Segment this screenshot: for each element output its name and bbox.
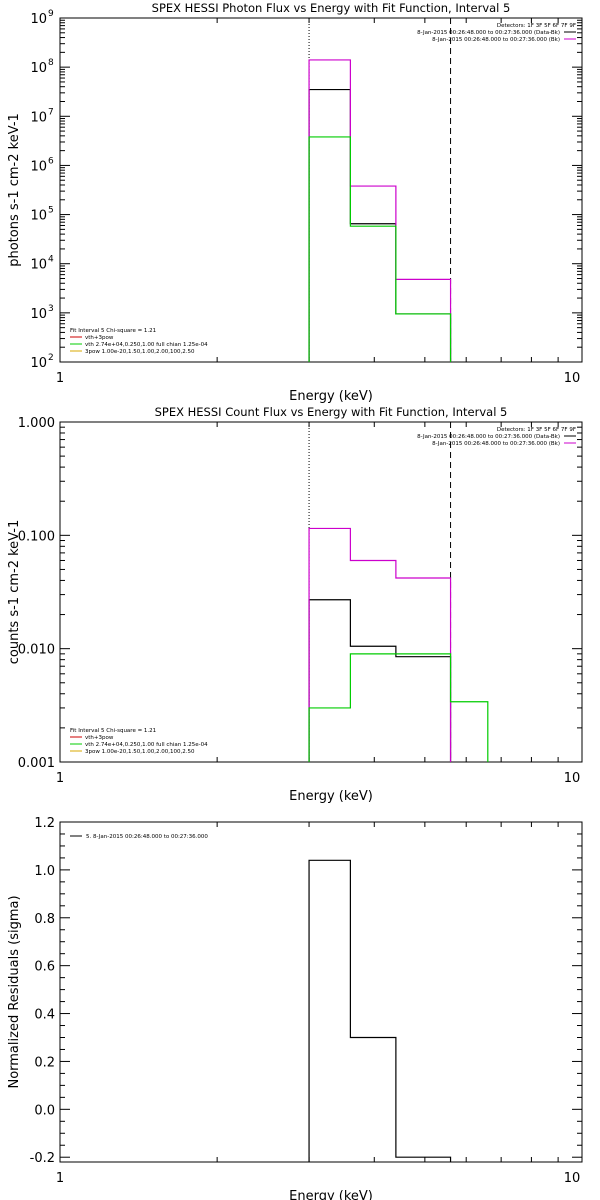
legend-item: 8-Jan-2015 00:26:48.000 to 00:27:36.000 … — [417, 30, 560, 36]
legend-header: Detectors: 1F 3F 5F 6F 7F 9F — [497, 427, 576, 433]
plot-frame — [59, 17, 583, 363]
x-tick-label: 10 — [564, 1171, 581, 1186]
y-tick-exponent: 7 — [48, 107, 54, 117]
y-tick-label: 0.100 — [18, 529, 55, 544]
y-tick-exponent: 2 — [48, 353, 54, 363]
y-tick-exponent: 3 — [48, 304, 54, 314]
y-tick-label: 1.000 — [18, 416, 55, 431]
legend-item: 3pow 1.00e-20,1.50,1.00,2.00,100,2.50 — [85, 749, 195, 755]
y-tick-exponent: 5 — [48, 206, 54, 216]
legend-item: vth+3pow — [85, 335, 114, 341]
series-line — [308, 859, 452, 1162]
legend-item: vth 2.74e+04,0.250,1.00 full chian 1.25e… — [85, 342, 208, 348]
series-line — [308, 136, 452, 362]
y-tick-label: 1.0 — [34, 864, 55, 879]
y-tick-label: 0.4 — [34, 1008, 55, 1023]
y-tick-label: -0.2 — [30, 1151, 55, 1166]
chart-title: SPEX HESSI Count Flux vs Energy with Fit… — [155, 405, 508, 419]
y-tick-exponent: 9 — [48, 9, 54, 19]
legend-item: 5. 8-Jan-2015 00:26:48.000 to 00:27:36.0… — [86, 834, 208, 840]
y-tick-label: 10 — [30, 110, 47, 125]
y-tick-label: 0.010 — [18, 643, 55, 658]
chart-panel-2: SPEX HESSI Count Flux vs Energy with Fit… — [7, 405, 583, 804]
legend-item: 3pow 1.00e-20,1.50,1.00,2.00,100,2.50 — [85, 349, 195, 355]
plot-frame — [59, 421, 583, 763]
x-axis-label: Energy (keV) — [289, 389, 373, 404]
plot-frame — [59, 821, 583, 1163]
y-tick-label: 10 — [30, 258, 47, 273]
y-tick-exponent: 8 — [48, 58, 54, 68]
y-tick-label: 0.0 — [34, 1103, 55, 1118]
legend-item: 8-Jan-2015 00:26:48.000 to 00:27:36.000 … — [417, 434, 560, 440]
x-tick-label: 10 — [564, 371, 581, 386]
legend-item: vth 2.74e+04,0.250,1.00 full chian 1.25e… — [85, 742, 208, 748]
y-tick-label: 10 — [30, 356, 47, 371]
chart-panel-1: SPEX HESSI Photon Flux vs Energy with Fi… — [7, 1, 583, 404]
series-line — [308, 59, 452, 362]
legend-item: 8-Jan-2015 00:26:48.000 to 00:27:36.000 … — [432, 37, 560, 43]
x-tick-label: 1 — [56, 1171, 64, 1186]
y-tick-label: 0.8 — [34, 912, 55, 927]
y-tick-label: 0.2 — [34, 1055, 55, 1070]
y-tick-exponent: 6 — [48, 156, 54, 166]
series-line — [308, 653, 489, 762]
y-tick-label: 0.001 — [18, 756, 55, 771]
x-axis-label: Energy (keV) — [289, 789, 373, 804]
legend-header: Fit Interval 5 Chi-square = 1.21 — [70, 328, 156, 334]
series-line — [308, 599, 452, 762]
y-axis-label: Normalized Residuals (sigma) — [7, 895, 22, 1088]
y-tick-label: 0.6 — [34, 960, 55, 975]
x-tick-label: 10 — [564, 771, 581, 786]
y-tick-label: 10 — [30, 307, 47, 322]
y-tick-exponent: 4 — [48, 255, 54, 265]
y-tick-label: 10 — [30, 61, 47, 76]
y-axis-label: photons s-1 cm-2 keV-1 — [7, 113, 22, 267]
y-tick-label: 10 — [30, 12, 47, 27]
legend-item: 8-Jan-2015 00:26:48.000 to 00:27:36.000 … — [432, 441, 560, 447]
series-line — [308, 527, 452, 762]
chart-title: SPEX HESSI Photon Flux vs Energy with Fi… — [152, 1, 511, 15]
y-tick-label: 1.2 — [34, 816, 55, 831]
y-axis-label: counts s-1 cm-2 keV-1 — [7, 520, 22, 665]
x-tick-label: 1 — [56, 371, 64, 386]
chart-panel-3: 1 10 Energy (keV) -0.2 0.0 0.2 0.4 0.6 0.8 1.0 1.2… — [7, 816, 583, 1200]
legend-header: Detectors: 1F 3F 5F 6F 7F 9F — [497, 23, 576, 29]
y-tick-label: 10 — [30, 159, 47, 174]
legend-item: vth+3pow — [85, 735, 114, 741]
legend-header: Fit Interval 5 Chi-square = 1.21 — [70, 728, 156, 734]
x-tick-label: 1 — [56, 771, 64, 786]
x-axis-label: Energy (keV) — [289, 1189, 373, 1200]
y-tick-label: 10 — [30, 209, 47, 224]
